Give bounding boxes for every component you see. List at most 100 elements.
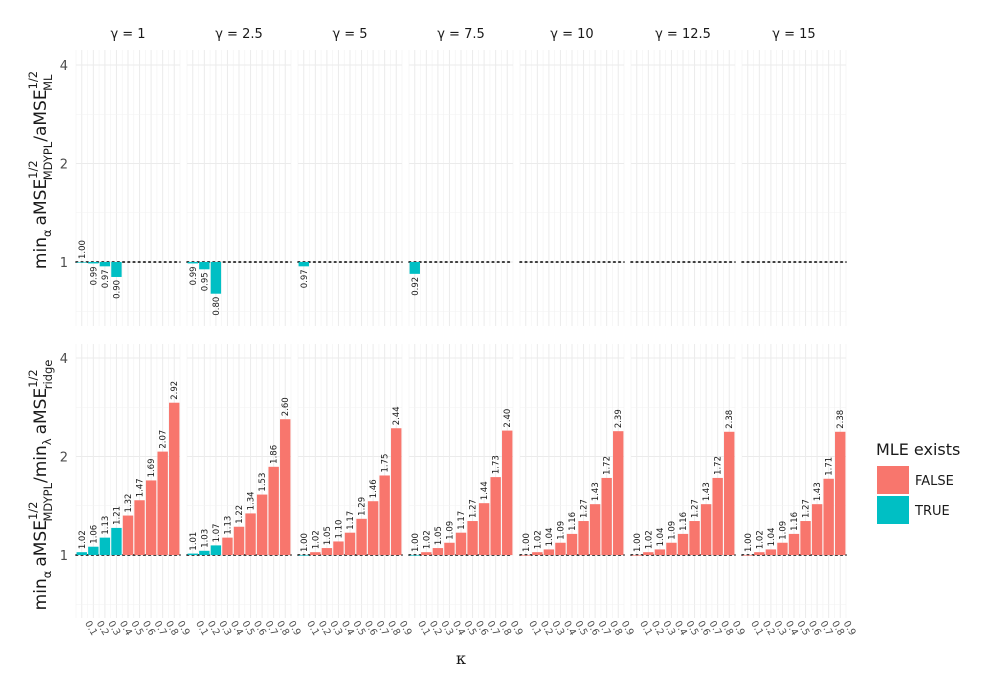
data-label: 1.75 [381, 454, 391, 473]
data-label: 2.60 [281, 397, 291, 416]
bar [379, 475, 390, 555]
data-label: 1.27 [469, 499, 479, 518]
bar [724, 431, 735, 555]
bar [478, 503, 490, 555]
bar [210, 262, 222, 294]
x-tick-label: 0.9 [841, 619, 858, 638]
bar [76, 262, 87, 263]
bar [145, 480, 157, 555]
x-tick-label: 0.9 [286, 619, 303, 638]
bar [111, 262, 122, 277]
bar [520, 555, 531, 556]
x-tick-label: 0.9 [730, 619, 747, 638]
bar [367, 501, 379, 555]
bar [199, 550, 210, 555]
bar [421, 552, 432, 555]
bar [199, 262, 210, 270]
data-label: 1.72 [714, 456, 724, 475]
data-label: 1.09 [778, 521, 788, 540]
facet-label: γ = 15 [772, 27, 815, 42]
data-label: 1.00 [78, 240, 88, 259]
data-label: 0.97 [300, 269, 310, 288]
data-label: 1.05 [323, 526, 333, 545]
data-label: 1.46 [369, 479, 379, 498]
bar [543, 549, 555, 555]
y-tick-label: 1 [60, 549, 68, 564]
bar [122, 515, 134, 555]
bar [654, 549, 666, 555]
y-tick-label: 4 [60, 59, 68, 74]
bar [298, 262, 309, 267]
data-label: 1.02 [755, 530, 765, 549]
data-label: 1.72 [603, 456, 613, 475]
bar [566, 533, 578, 555]
bar [321, 548, 333, 555]
data-label: 1.09 [445, 521, 455, 540]
data-label: 2.44 [392, 406, 402, 425]
data-label: 1.47 [136, 478, 146, 497]
y-axis-label-bottom: minαaMSE1/2MDYPL/minλaMSE1/2ridge [26, 360, 55, 611]
x-tick-label: 0.9 [397, 619, 414, 638]
bar [689, 521, 700, 555]
bar [643, 552, 654, 555]
data-label: 1.43 [813, 482, 823, 501]
data-label: 1.02 [533, 530, 543, 549]
bar [111, 527, 122, 555]
data-label: 1.00 [744, 533, 754, 552]
data-label: 1.27 [580, 499, 590, 518]
legend-swatch-true [877, 496, 909, 524]
bar [700, 504, 712, 555]
facet-label: γ = 2.5 [215, 27, 263, 42]
data-label: 1.10 [334, 520, 344, 539]
x-axis-label: κ [456, 649, 466, 668]
y-tick-label: 2 [60, 158, 68, 173]
data-label: 2.07 [159, 430, 169, 449]
data-label: 1.17 [457, 511, 467, 530]
bar [187, 262, 198, 264]
data-label: 1.86 [270, 445, 280, 464]
data-label: 1.43 [591, 482, 601, 501]
data-label: 1.29 [358, 497, 368, 516]
bar [754, 552, 765, 555]
data-label: 0.97 [101, 269, 111, 288]
data-label: 1.00 [522, 533, 532, 552]
data-label: 1.13 [223, 516, 233, 535]
data-label: 2.40 [503, 409, 513, 428]
bar [245, 513, 256, 555]
bar [99, 262, 111, 267]
facet-label: γ = 10 [550, 27, 593, 42]
bar [502, 430, 513, 555]
bar [631, 555, 642, 556]
data-label: 2.38 [836, 410, 846, 429]
data-label: 0.95 [200, 272, 210, 291]
bar [409, 262, 420, 274]
data-label: 1.04 [656, 527, 666, 546]
data-label: 1.00 [300, 533, 310, 552]
data-label: 1.02 [78, 530, 88, 549]
data-label: 1.17 [346, 511, 356, 530]
bar [589, 504, 601, 555]
facet-label: γ = 12.5 [655, 27, 711, 42]
data-label: 1.27 [802, 499, 812, 518]
data-label: 1.02 [644, 530, 654, 549]
legend-label-true: TRUE [914, 504, 950, 519]
data-label: 1.04 [767, 527, 777, 546]
data-label: 1.21 [112, 506, 122, 525]
legend-title: MLE exists [876, 440, 960, 459]
bar [788, 533, 800, 555]
data-label: 1.16 [790, 512, 800, 531]
data-label: 0.92 [411, 277, 421, 296]
legend-label-false: FALSE [915, 474, 954, 489]
data-label: 1.34 [247, 491, 257, 510]
data-label: 1.13 [101, 516, 111, 535]
data-label: 1.02 [311, 530, 321, 549]
bar [490, 477, 501, 555]
data-label: 1.05 [434, 526, 444, 545]
bar [613, 431, 624, 555]
bar [256, 494, 268, 555]
data-label: 1.16 [679, 512, 689, 531]
bar [76, 552, 87, 555]
bar [134, 500, 145, 555]
bar [187, 553, 198, 555]
